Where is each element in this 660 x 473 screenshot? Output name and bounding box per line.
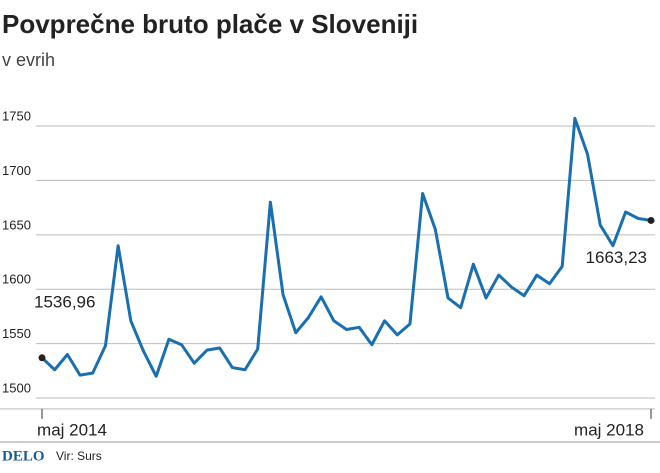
y-tick-label: 1750 bbox=[2, 108, 31, 123]
chart-subtitle: v evrih bbox=[2, 50, 55, 70]
value-label: 1536,96 bbox=[34, 292, 95, 311]
chart-title: Povprečne bruto plače v Sloveniji bbox=[2, 9, 418, 39]
source: Vir: Surs bbox=[56, 449, 102, 463]
x-tick-label: maj 2018 bbox=[574, 420, 644, 439]
y-tick-label: 1650 bbox=[2, 217, 31, 232]
logo: DELO bbox=[2, 448, 45, 464]
y-tick-label: 1500 bbox=[2, 380, 31, 395]
end-point bbox=[647, 216, 655, 224]
y-tick-label: 1700 bbox=[2, 163, 31, 178]
y-tick-label: 1600 bbox=[2, 272, 31, 287]
line bbox=[40, 116, 652, 378]
value-label: 1663,23 bbox=[586, 248, 647, 267]
x-tick-label: maj 2014 bbox=[37, 420, 107, 439]
y-tick-label: 1550 bbox=[2, 326, 31, 341]
end-point bbox=[38, 354, 46, 362]
